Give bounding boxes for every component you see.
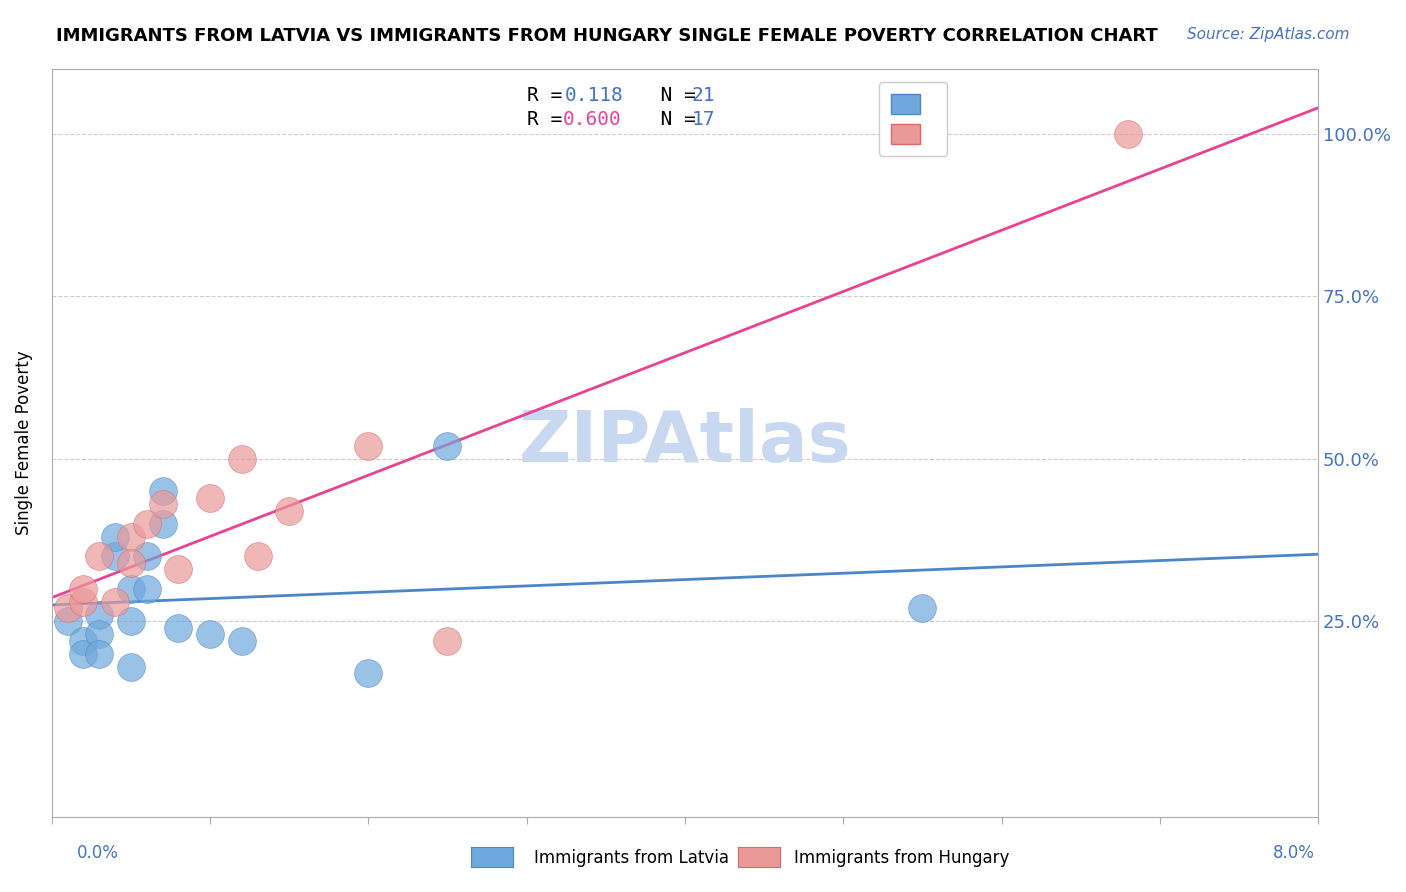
Text: IMMIGRANTS FROM LATVIA VS IMMIGRANTS FROM HUNGARY SINGLE FEMALE POVERTY CORRELAT: IMMIGRANTS FROM LATVIA VS IMMIGRANTS FRO… xyxy=(56,27,1159,45)
Point xyxy=(72,582,94,596)
Point xyxy=(120,582,142,596)
Point xyxy=(198,491,221,505)
Text: N =: N = xyxy=(637,110,707,129)
Point xyxy=(104,530,127,544)
Point xyxy=(231,451,253,466)
Point xyxy=(278,504,301,518)
Point xyxy=(120,615,142,629)
Text: Immigrants from Hungary: Immigrants from Hungary xyxy=(794,849,1010,867)
Text: 0.0%: 0.0% xyxy=(77,844,120,862)
Point xyxy=(135,582,157,596)
Point xyxy=(357,439,380,453)
Text: ZIPAtlas: ZIPAtlas xyxy=(519,408,851,477)
Text: Immigrants from Latvia: Immigrants from Latvia xyxy=(534,849,730,867)
Point xyxy=(104,549,127,564)
Point xyxy=(436,634,458,648)
Text: R =: R = xyxy=(527,110,574,129)
Point xyxy=(104,595,127,609)
Point xyxy=(72,647,94,661)
Point xyxy=(89,647,111,661)
Text: 0.600: 0.600 xyxy=(562,110,621,129)
Text: 8.0%: 8.0% xyxy=(1272,844,1315,862)
Point xyxy=(911,601,934,615)
Point xyxy=(56,615,79,629)
Text: 17: 17 xyxy=(692,110,716,129)
Point xyxy=(357,666,380,681)
Point xyxy=(198,627,221,641)
Point xyxy=(135,516,157,531)
Point xyxy=(152,484,174,499)
Y-axis label: Single Female Poverty: Single Female Poverty xyxy=(15,351,32,535)
Legend: , : , xyxy=(879,82,948,156)
Point xyxy=(72,595,94,609)
Text: 21: 21 xyxy=(692,86,716,105)
Point xyxy=(56,601,79,615)
Point xyxy=(1116,127,1139,141)
Point xyxy=(135,549,157,564)
Text: N =: N = xyxy=(637,86,707,105)
Point xyxy=(120,556,142,570)
Point xyxy=(167,621,190,635)
Point xyxy=(72,634,94,648)
Text: Source: ZipAtlas.com: Source: ZipAtlas.com xyxy=(1187,27,1350,42)
Point xyxy=(167,562,190,576)
Point xyxy=(152,497,174,511)
Point xyxy=(246,549,269,564)
Point xyxy=(152,516,174,531)
Point xyxy=(120,660,142,674)
Point xyxy=(89,627,111,641)
Point xyxy=(89,607,111,622)
Point xyxy=(231,634,253,648)
Point xyxy=(436,439,458,453)
Text: R =: R = xyxy=(527,86,586,105)
Point xyxy=(120,530,142,544)
Point xyxy=(89,549,111,564)
Text: 0.118: 0.118 xyxy=(565,86,624,105)
